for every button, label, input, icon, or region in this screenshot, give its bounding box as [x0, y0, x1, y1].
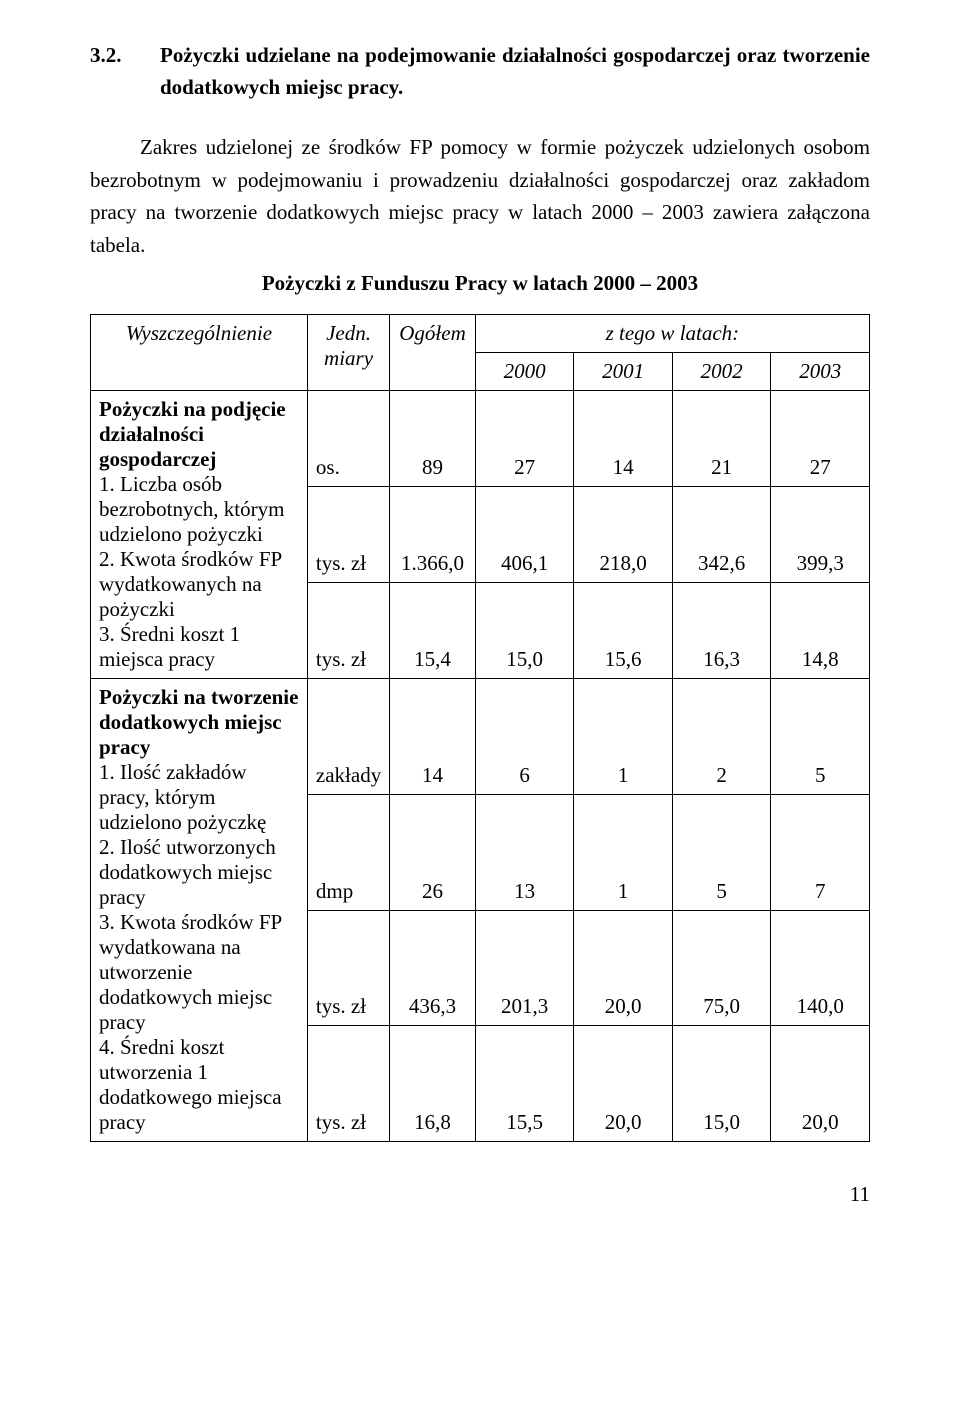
group-a-row-1-y2003: 27	[771, 391, 870, 487]
group-a-row-1-unit: os.	[307, 391, 389, 487]
group-b-row-3-y2001: 20,0	[574, 910, 673, 1026]
col-header-year-2000: 2000	[475, 353, 574, 391]
group-a-row-3-unit: tys. zł	[307, 583, 389, 679]
loans-table: Wyszczególnienie Jedn. miary Ogółem z te…	[90, 314, 870, 1142]
group-a-row-3-y2000: 15,0	[475, 583, 574, 679]
group-a-row-2-total: 1.366,0	[390, 487, 476, 583]
paragraph-intro: Zakres udzielonej ze środków FP pomocy w…	[90, 131, 870, 261]
group-a-row-2-y2003: 399,3	[771, 487, 870, 583]
group-b-label: Pożyczki na tworzenie dodatkowych miejsc…	[99, 685, 298, 759]
group-a-row-2-y2002: 342,6	[672, 487, 771, 583]
group-b-row-1-total: 14	[390, 679, 476, 795]
group-a-row-2-unit: tys. zł	[307, 487, 389, 583]
group-b-row-2-total: 26	[390, 794, 476, 910]
table-row: Pożyczki na podjęcie działalności gospod…	[91, 391, 870, 487]
group-b-row-1-y2002: 2	[672, 679, 771, 795]
col-header-year-2001: 2001	[574, 353, 673, 391]
group-b-row-3-label: 3. Kwota środków FP wydatkowana na utwor…	[99, 910, 299, 1035]
group-b-row-3-y2003: 140,0	[771, 910, 870, 1026]
group-b-row-4-y2003: 20,0	[771, 1026, 870, 1142]
table-caption: Pożyczki z Funduszu Pracy w latach 2000 …	[90, 271, 870, 296]
section-heading: 3.2. Pożyczki udzielane na podejmowanie …	[90, 40, 870, 103]
group-b-row-3-total: 436,3	[390, 910, 476, 1026]
group-a-row-3-total: 15,4	[390, 583, 476, 679]
section-title: Pożyczki udzielane na podejmowanie dział…	[160, 40, 870, 103]
group-b-row-2-y2000: 13	[475, 794, 574, 910]
group-b-row-4-y2000: 15,5	[475, 1026, 574, 1142]
col-header-unit: Jedn. miary	[307, 315, 389, 391]
page-number: 11	[90, 1182, 870, 1207]
col-header-year-2003: 2003	[771, 353, 870, 391]
group-b-row-4-y2001: 20,0	[574, 1026, 673, 1142]
group-b-row-2-y2001: 1	[574, 794, 673, 910]
group-b-row-4-unit: tys. zł	[307, 1026, 389, 1142]
group-b-row-2-y2003: 7	[771, 794, 870, 910]
group-a-row-2-y2001: 218,0	[574, 487, 673, 583]
col-header-years-label: z tego w latach:	[475, 315, 869, 353]
col-header-year-2002: 2002	[672, 353, 771, 391]
section-number: 3.2.	[90, 40, 160, 103]
group-a-label: Pożyczki na podjęcie działalności gospod…	[99, 397, 286, 471]
group-b-row-2-y2002: 5	[672, 794, 771, 910]
group-a-row-1-y2001: 14	[574, 391, 673, 487]
group-b-row-3-y2002: 75,0	[672, 910, 771, 1026]
group-b-row-2-unit: dmp	[307, 794, 389, 910]
group-a-row-3-y2003: 14,8	[771, 583, 870, 679]
group-b-row-4-y2002: 15,0	[672, 1026, 771, 1142]
group-b-row-2-label: 2. Ilość utworzonych dodatkowych miejsc …	[99, 835, 299, 910]
group-a-row-2-label: 2. Kwota środków FP wydatkowanych na poż…	[99, 547, 299, 622]
col-header-total: Ogółem	[390, 315, 476, 391]
col-header-spec: Wyszczególnienie	[91, 315, 308, 391]
group-b-row-1-y2000: 6	[475, 679, 574, 795]
group-b-row-4-total: 16,8	[390, 1026, 476, 1142]
table-header-row-1: Wyszczególnienie Jedn. miary Ogółem z te…	[91, 315, 870, 353]
group-a-row-2-y2000: 406,1	[475, 487, 574, 583]
group-a-row-3-y2002: 16,3	[672, 583, 771, 679]
group-b-row-1-label: 1. Ilość zakładów pracy, którym udzielon…	[99, 760, 299, 835]
group-b-row-3-y2000: 201,3	[475, 910, 574, 1026]
group-a-row-1-y2000: 27	[475, 391, 574, 487]
group-b-row-4-label: 4. Średni koszt utworzenia 1 dodatkowego…	[99, 1035, 299, 1135]
group-b-row-1-y2003: 5	[771, 679, 870, 795]
group-b-row-1-y2001: 1	[574, 679, 673, 795]
table-row: Pożyczki na tworzenie dodatkowych miejsc…	[91, 679, 870, 795]
group-a-row-1-total: 89	[390, 391, 476, 487]
group-a-row-1-y2002: 21	[672, 391, 771, 487]
group-b-row-3-unit: tys. zł	[307, 910, 389, 1026]
group-b-row-1-unit: zakłady	[307, 679, 389, 795]
group-a-row-3-label: 3. Średni koszt 1 miejsca pracy	[99, 622, 299, 672]
group-a-row-3-y2001: 15,6	[574, 583, 673, 679]
group-a-row-1-label: 1. Liczba osób bezrobotnych, którym udzi…	[99, 472, 299, 547]
